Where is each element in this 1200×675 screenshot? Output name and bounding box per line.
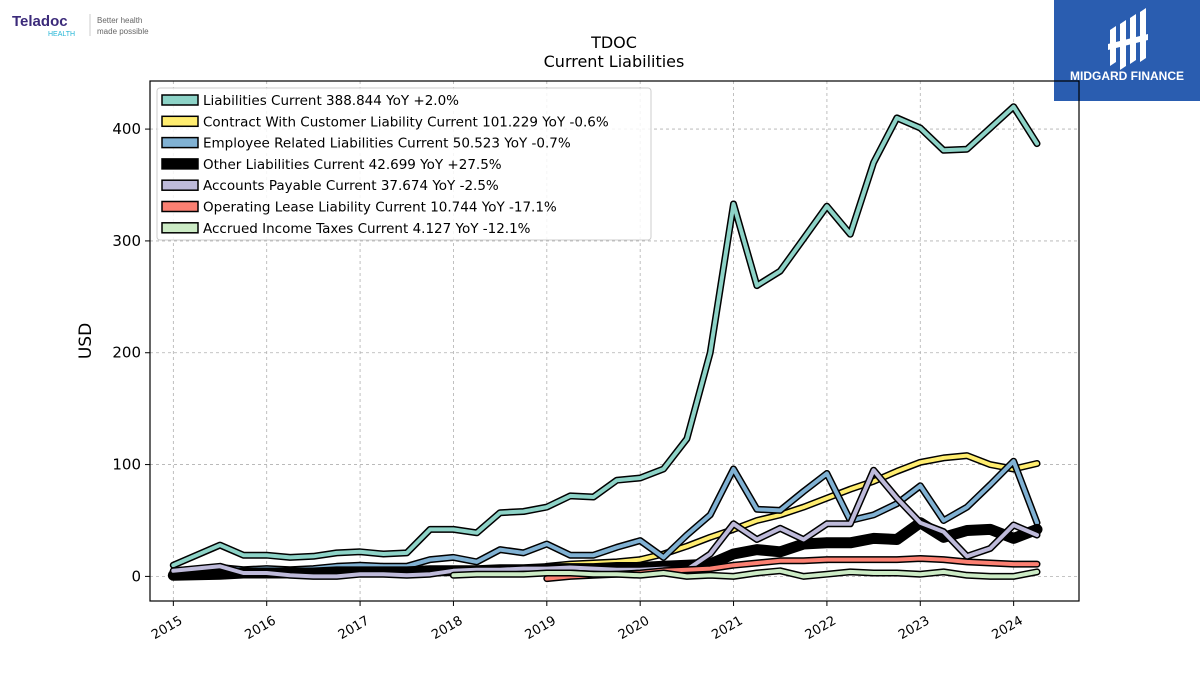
legend-label: Contract With Customer Liability Current… xyxy=(203,114,609,130)
series-lines xyxy=(167,103,1043,583)
y-tick-label: 200 xyxy=(112,344,141,362)
x-tick-label: 2015 xyxy=(149,613,185,643)
legend-label: Accounts Payable Current 37.674 YoY -2.5… xyxy=(203,178,499,194)
legend-swatch xyxy=(161,158,199,170)
series-line xyxy=(171,459,1039,573)
x-tick-label: 2024 xyxy=(989,613,1025,643)
logo-company-sub: HEALTH xyxy=(48,31,75,38)
x-tick-label: 2023 xyxy=(896,613,932,643)
chart-subtitle: Current Liabilities xyxy=(544,52,685,71)
legend-swatch xyxy=(161,94,199,106)
x-tick-label: 2021 xyxy=(709,613,745,643)
legend-box xyxy=(156,87,652,241)
legend-swatch xyxy=(161,200,199,213)
midgard-finance-logo: MIDGARD FINANCE xyxy=(1054,0,1200,101)
series-accrued-income-taxes-current xyxy=(449,567,1041,580)
legend-swatch xyxy=(161,115,199,128)
logo-company-name: Teladoc xyxy=(12,13,68,30)
publisher-name: MIDGARD FINANCE xyxy=(1070,69,1184,83)
x-tick-label: 2018 xyxy=(429,613,465,643)
logo-tagline-1: Better health xyxy=(97,16,142,25)
series-line xyxy=(544,453,1039,569)
y-tick-label: 400 xyxy=(112,120,141,138)
y-tick-label: 300 xyxy=(112,232,141,250)
series-line xyxy=(171,104,1039,568)
y-tick-label: 100 xyxy=(112,456,141,474)
legend: Liabilities Current 388.844 YoY +2.0% Con… xyxy=(156,87,652,241)
x-tick-label: 2016 xyxy=(243,613,279,643)
series-line xyxy=(171,468,1039,579)
teladoc-logo: Teladoc HEALTH Better health made possib… xyxy=(12,12,172,42)
legend-label: Accrued Income Taxes Current 4.127 YoY -… xyxy=(203,221,531,237)
midgard-logo-graphic: MIDGARD FINANCE xyxy=(1070,8,1184,83)
legend-swatch xyxy=(161,179,199,191)
series-employee-related-liabilities-current xyxy=(169,457,1041,575)
x-tick-label: 2020 xyxy=(616,613,652,643)
legend-swatch xyxy=(161,136,199,149)
series-contract-with-customer-liability-current xyxy=(543,452,1041,570)
x-tick-label: 2017 xyxy=(336,613,372,643)
teladoc-logo-graphic: Teladoc HEALTH Better health made possib… xyxy=(12,13,149,38)
plot-frame xyxy=(149,80,1080,602)
legend-label: Liabilities Current 388.844 YoY +2.0% xyxy=(203,93,459,109)
series-line xyxy=(451,568,1039,579)
y-axis-label: USD xyxy=(76,323,96,359)
legend-label: Operating Lease Liability Current 10.744… xyxy=(203,200,557,216)
logo-tagline-2: made possible xyxy=(97,27,149,36)
chart-title: TDOC xyxy=(590,33,637,52)
series-liabilities-current xyxy=(169,103,1041,569)
legend-label: Other Liabilities Current 42.699 YoY +27… xyxy=(203,157,502,173)
legend-swatch xyxy=(161,222,199,234)
y-tick-label: 0 xyxy=(131,567,141,585)
series-accounts-payable-current xyxy=(169,466,1041,580)
x-tick-label: 2019 xyxy=(523,613,559,643)
legend-label: Employee Related Liabilities Current 50.… xyxy=(203,136,571,152)
x-tick-label: 2022 xyxy=(803,613,839,643)
midgard-emblem-icon xyxy=(1108,8,1148,70)
